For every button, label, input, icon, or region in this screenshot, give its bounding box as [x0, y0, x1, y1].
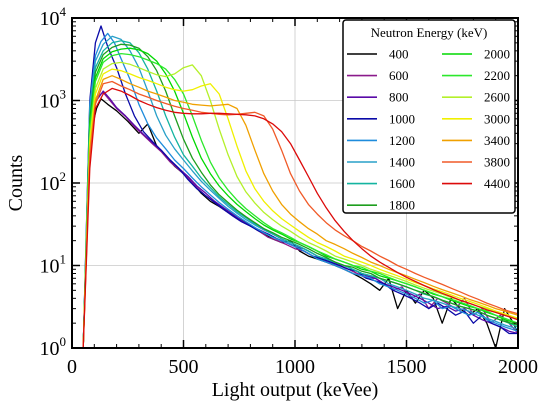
series-line-1200: [82, 32, 519, 349]
legend-label-1400: 1400: [389, 155, 415, 170]
legend-label-3000: 3000: [484, 111, 510, 126]
legend-label-4400: 4400: [484, 176, 510, 191]
y-tick-label: 104: [40, 4, 67, 30]
legend-label-1000: 1000: [389, 111, 415, 126]
series-line-600: [82, 91, 519, 349]
legend-label-3800: 3800: [484, 155, 510, 170]
series-line-4400: [82, 87, 519, 349]
x-tick-label: 0: [67, 356, 77, 378]
legend-label-600: 600: [389, 68, 409, 83]
legend-label-1200: 1200: [389, 133, 415, 148]
legend-box: [342, 19, 516, 214]
x-tick-label: 1500: [387, 356, 427, 378]
legend-label-1800: 1800: [389, 198, 415, 213]
legend-label-2600: 2600: [484, 90, 510, 105]
series-line-2200: [82, 52, 519, 349]
legend-label-1600: 1600: [389, 176, 415, 191]
legend-label-2200: 2200: [484, 68, 510, 83]
series-line-3800: [82, 80, 519, 349]
series-line-2600: [82, 61, 519, 349]
legend-label-3400: 3400: [484, 133, 510, 148]
legend-label-2000: 2000: [484, 47, 510, 62]
series-line-3000: [82, 68, 519, 349]
x-tick-label: 2000: [498, 356, 538, 378]
x-axis: 0 500 1000 1500 2000: [67, 18, 538, 378]
legend: Neutron Energy (keV) 400 600 800 1000 1200 14…: [342, 19, 516, 214]
y-axis-label: Counts: [5, 154, 27, 211]
legend-label-400: 400: [389, 47, 409, 62]
legend-title: Neutron Energy (keV): [371, 25, 488, 40]
x-tick-label: 500: [169, 356, 199, 378]
series-line-1800: [82, 43, 519, 349]
x-axis-label: Light output (keVee): [212, 379, 379, 401]
series-line-3400: [82, 75, 519, 349]
y-tick-label: 100: [40, 334, 67, 360]
legend-label-800: 800: [389, 90, 409, 105]
y-tick-label: 101: [40, 252, 67, 278]
x-tick-label: 1000: [275, 356, 315, 378]
y-tick-label: 103: [40, 87, 67, 113]
series-lines: [82, 25, 519, 349]
y-tick-label: 102: [40, 169, 67, 195]
